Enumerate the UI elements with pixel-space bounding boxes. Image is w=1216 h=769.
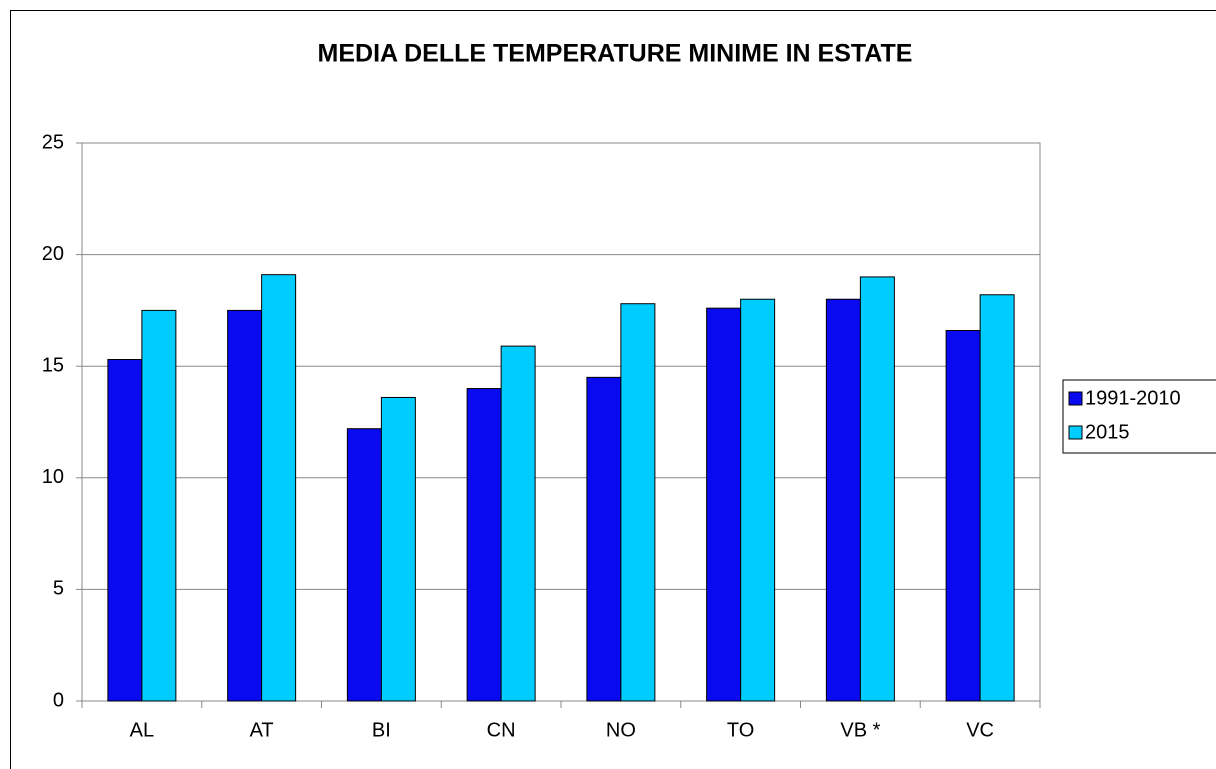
bar <box>500 345 536 702</box>
x-tick-label: CN <box>487 719 516 741</box>
x-tick-label: BI <box>372 719 391 741</box>
x-tick-label: AT <box>250 719 274 741</box>
bar <box>620 303 656 702</box>
bar <box>346 428 382 702</box>
y-tick-label: 15 <box>42 354 64 376</box>
y-tick-label: 0 <box>53 689 64 711</box>
bar <box>825 298 861 702</box>
y-tick-label: 5 <box>53 578 64 600</box>
y-tick-label: 25 <box>42 131 64 153</box>
legend-swatch <box>1068 425 1083 440</box>
x-tick-label: TO <box>727 719 754 741</box>
legend-box <box>1062 379 1216 454</box>
bar <box>740 298 776 702</box>
legend-label: 1991-2010 <box>1085 387 1181 409</box>
legend-label: 2015 <box>1085 421 1130 443</box>
x-tick-label: AL <box>130 719 154 741</box>
bar <box>466 388 502 702</box>
bar <box>859 276 895 702</box>
bar <box>107 359 143 702</box>
legend-swatch <box>1068 391 1083 406</box>
bar <box>141 309 177 702</box>
bar <box>706 307 742 702</box>
y-tick-label: 10 <box>42 466 64 488</box>
bar <box>227 309 263 702</box>
x-tick-label: NO <box>606 719 636 741</box>
bar <box>261 274 297 702</box>
x-tick-label: VB * <box>840 719 880 741</box>
y-tick-label: 20 <box>42 243 64 265</box>
bar <box>979 294 1015 702</box>
bar <box>586 376 622 702</box>
chart-title: MEDIA DELLE TEMPERATURE MINIME IN ESTATE <box>318 40 913 68</box>
x-tick-label: VC <box>966 719 994 741</box>
bar <box>945 329 981 702</box>
bar <box>380 396 416 702</box>
